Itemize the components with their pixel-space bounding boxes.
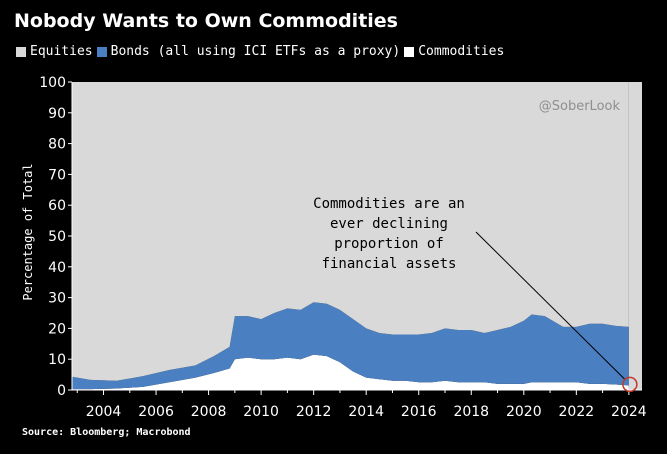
annotation-arrow bbox=[475, 231, 626, 380]
area-commodities bbox=[72, 354, 629, 390]
x-tick-label: 2016 bbox=[401, 404, 437, 420]
annotation-circle bbox=[622, 376, 638, 393]
x-tick-label: 2012 bbox=[296, 404, 332, 420]
x-tick-label: 2018 bbox=[453, 404, 489, 420]
y-tick-label: 0 bbox=[57, 383, 66, 399]
x-tick-label: 2020 bbox=[506, 404, 542, 420]
x-tick-label: 2004 bbox=[86, 404, 122, 420]
x-axis: 2004 2006 2008 2010 2012 2014 2016 2018 2020 2022… bbox=[72, 389, 647, 420]
y-axis-label: Percentage of Total bbox=[21, 163, 35, 300]
x-tick-label: 2022 bbox=[559, 404, 595, 420]
annotation-line: financial assets bbox=[322, 256, 457, 272]
x-tick-label: 2008 bbox=[191, 404, 227, 420]
annotation-line: proportion of bbox=[334, 236, 444, 252]
y-tick-label: 80 bbox=[48, 137, 66, 153]
x-tick-label: 2014 bbox=[348, 404, 384, 420]
legend-item-equities: Equities bbox=[16, 44, 93, 59]
area-equities bbox=[72, 82, 629, 381]
watermark: @SoberLook bbox=[539, 99, 621, 114]
legend-item-bonds: Bonds (all using ICI ETFs as a proxy) bbox=[96, 44, 401, 59]
legend-item-commodities: Commodities bbox=[404, 44, 504, 59]
y-tick-label: 10 bbox=[48, 352, 66, 368]
legend-swatch-bonds bbox=[96, 46, 107, 57]
legend-swatch-commodities bbox=[404, 46, 415, 57]
annotation-line: ever declining bbox=[330, 216, 448, 232]
y-tick-label: 60 bbox=[48, 198, 66, 214]
x-tick-label: 2024 bbox=[611, 404, 647, 420]
legend-label-equities: Equities bbox=[30, 44, 93, 59]
y-tick-label: 40 bbox=[48, 260, 66, 276]
y-tick-label: 50 bbox=[48, 229, 66, 245]
source-note: Source: Bloomberg; Macrobond bbox=[22, 427, 191, 438]
annotation-line: Commodities are an bbox=[313, 196, 465, 212]
y-tick-label: 90 bbox=[48, 106, 66, 122]
plot-area bbox=[72, 82, 642, 390]
legend: Equities Bonds (all using ICI ETFs as a … bbox=[16, 44, 504, 59]
chart-title: Nobody Wants to Own Commodities bbox=[14, 10, 398, 32]
y-tick-label: 20 bbox=[48, 321, 66, 337]
annotation: Commodities are an ever declining proporti… bbox=[313, 196, 465, 272]
x-tick-label: 2006 bbox=[138, 404, 174, 420]
legend-label-bonds: Bonds (all using ICI ETFs as a proxy) bbox=[110, 44, 401, 59]
y-tick-label: 30 bbox=[48, 291, 66, 307]
y-tick-label: 100 bbox=[39, 75, 66, 91]
area-tail bbox=[628, 82, 642, 390]
y-axis: 0 10 20 30 40 50 60 70 80 90 100 bbox=[39, 75, 73, 399]
legend-label-commodities: Commodities bbox=[418, 44, 505, 59]
area-bonds bbox=[72, 302, 629, 390]
y-tick-label: 70 bbox=[48, 167, 66, 183]
legend-swatch-equities bbox=[16, 46, 26, 57]
x-tick-label: 2010 bbox=[243, 404, 279, 420]
